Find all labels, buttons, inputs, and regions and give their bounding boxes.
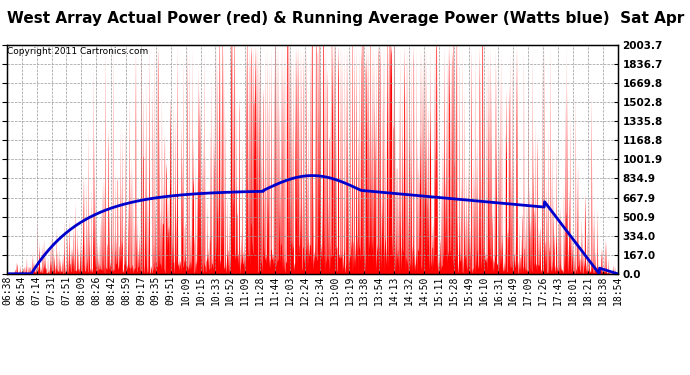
Text: West Array Actual Power (red) & Running Average Power (Watts blue)  Sat Apr 23 1: West Array Actual Power (red) & Running …	[7, 11, 690, 26]
Text: Copyright 2011 Cartronics.com: Copyright 2011 Cartronics.com	[7, 47, 148, 56]
